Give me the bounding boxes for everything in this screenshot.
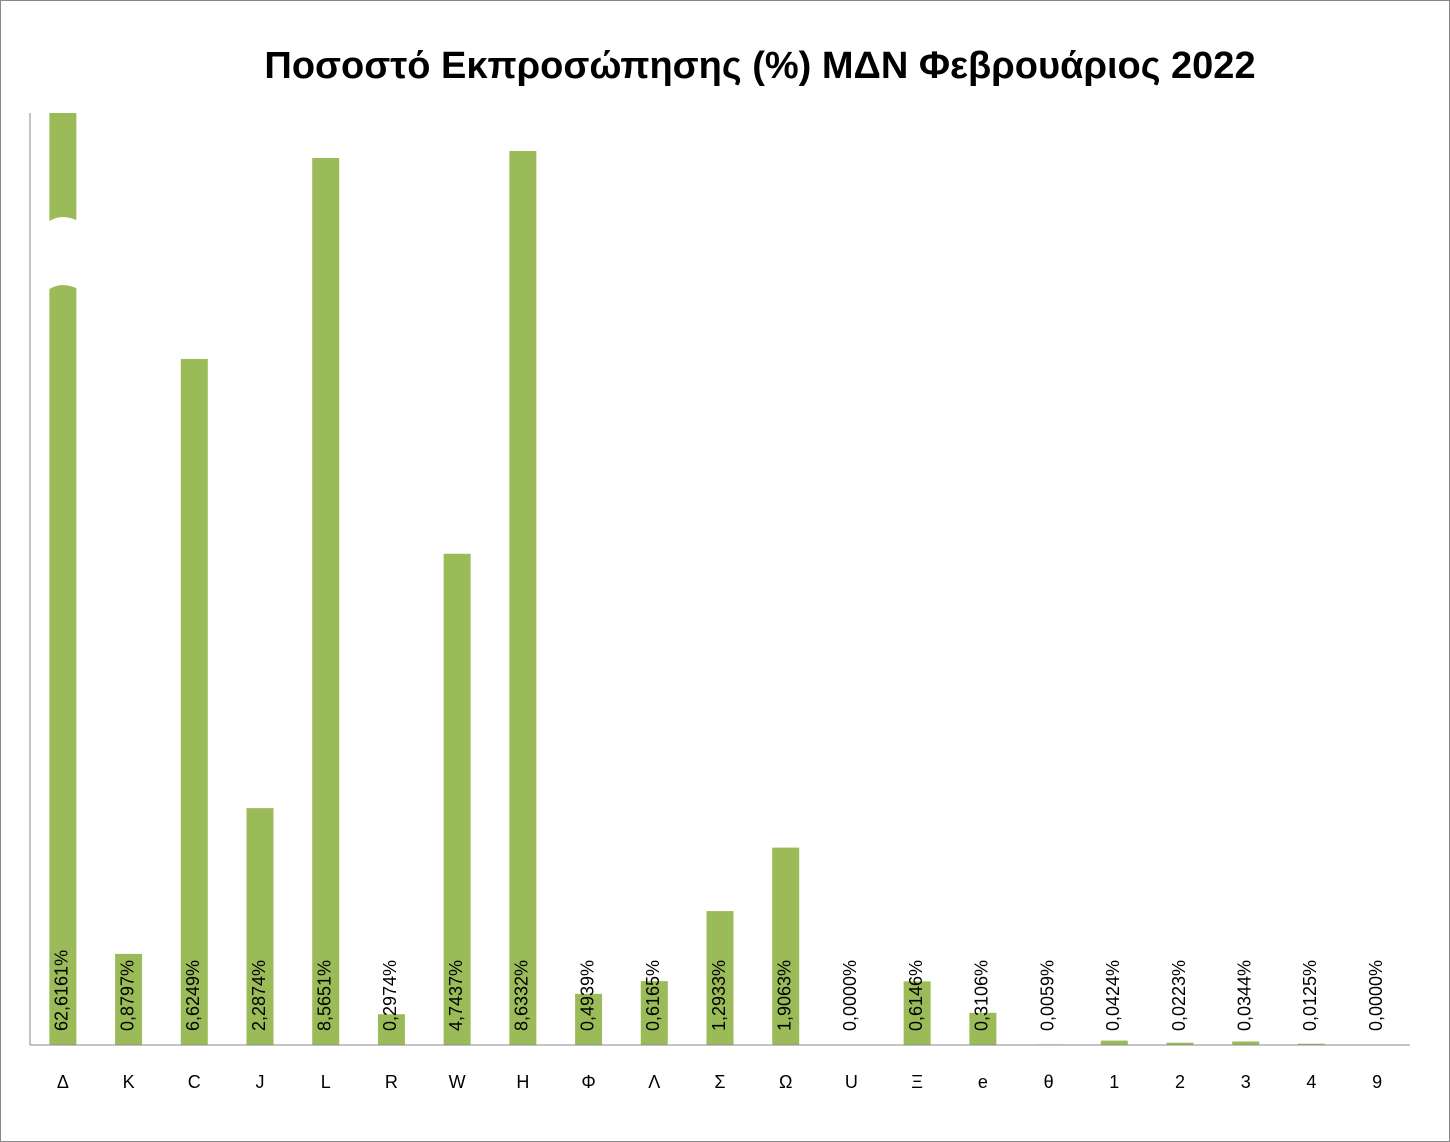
x-tick-label: R bbox=[385, 1072, 398, 1092]
data-label: 8,5651% bbox=[314, 960, 334, 1031]
data-label: 0,0344% bbox=[1234, 960, 1254, 1031]
data-label: 6,6249% bbox=[183, 960, 203, 1031]
bar bbox=[246, 808, 274, 1045]
x-tick-label: 1 bbox=[1109, 1072, 1119, 1092]
x-tick-label: Δ bbox=[57, 1072, 69, 1092]
bar bbox=[443, 553, 471, 1045]
x-tick-label: L bbox=[321, 1072, 331, 1092]
x-tick-label: 9 bbox=[1372, 1072, 1382, 1092]
x-tick-label: 2 bbox=[1175, 1072, 1185, 1092]
x-tick-label: e bbox=[978, 1072, 988, 1092]
data-label: 0,0000% bbox=[1366, 960, 1386, 1031]
bar bbox=[1100, 1040, 1128, 1045]
data-label: 0,0000% bbox=[840, 960, 860, 1031]
data-label: 4,7437% bbox=[446, 960, 466, 1031]
x-tick-label: 3 bbox=[1241, 1072, 1251, 1092]
bar bbox=[1166, 1042, 1194, 1045]
bar bbox=[575, 993, 603, 1045]
bar bbox=[969, 1012, 997, 1045]
x-tick-label: K bbox=[123, 1072, 135, 1092]
data-label: 8,6332% bbox=[512, 960, 532, 1031]
labels: Δ 62,6161% K 0,8797% C 6,6249% J 2,2874% L 8,5651… bbox=[52, 950, 1386, 1092]
data-label: 0,0125% bbox=[1300, 960, 1320, 1031]
bar bbox=[903, 981, 931, 1045]
data-label: 0,0424% bbox=[1103, 960, 1123, 1031]
data-label: 0,0223% bbox=[1169, 960, 1189, 1031]
data-label: 1,9063% bbox=[774, 960, 794, 1031]
data-label: 1,2933% bbox=[709, 960, 729, 1031]
x-tick-label: U bbox=[845, 1072, 858, 1092]
data-label: 2,2874% bbox=[249, 960, 269, 1031]
bar bbox=[312, 158, 340, 1045]
data-label: 0,4939% bbox=[577, 960, 597, 1031]
data-label: 0,6146% bbox=[906, 960, 926, 1031]
x-tick-label: θ bbox=[1044, 1072, 1054, 1092]
bar bbox=[640, 981, 668, 1045]
data-label: 0,2974% bbox=[380, 960, 400, 1031]
bar bbox=[509, 150, 537, 1045]
x-tick-label: J bbox=[256, 1072, 265, 1092]
data-label: 0,6165% bbox=[643, 960, 663, 1031]
plot-area bbox=[49, 113, 1325, 1045]
x-tick-label: Ω bbox=[779, 1072, 792, 1092]
bar bbox=[49, 113, 77, 1045]
x-tick-label: H bbox=[516, 1072, 529, 1092]
x-tick-label: Λ bbox=[648, 1072, 660, 1092]
x-tick-label: Ξ bbox=[911, 1072, 923, 1092]
bar bbox=[706, 911, 734, 1045]
data-label: 0,8797% bbox=[117, 960, 137, 1031]
bar bbox=[1232, 1041, 1260, 1045]
data-label: 0,0059% bbox=[1037, 960, 1057, 1031]
bar bbox=[180, 358, 208, 1045]
data-label: 62,6161% bbox=[52, 950, 72, 1031]
bar bbox=[115, 953, 143, 1045]
x-tick-label: Σ bbox=[714, 1072, 725, 1092]
bar bbox=[1297, 1043, 1325, 1045]
bar bbox=[377, 1014, 405, 1045]
axis-break bbox=[48, 217, 80, 290]
x-tick-label: Φ bbox=[581, 1072, 595, 1092]
data-label: 0,3106% bbox=[972, 960, 992, 1031]
bar bbox=[772, 847, 800, 1045]
chart-title: Ποσοστό Εκπροσώπησης (%) ΜΔΝ Φεβρουάριος… bbox=[264, 45, 1255, 87]
x-tick-label: W bbox=[449, 1072, 466, 1092]
x-tick-label: C bbox=[188, 1072, 201, 1092]
x-tick-label: 4 bbox=[1306, 1072, 1316, 1092]
